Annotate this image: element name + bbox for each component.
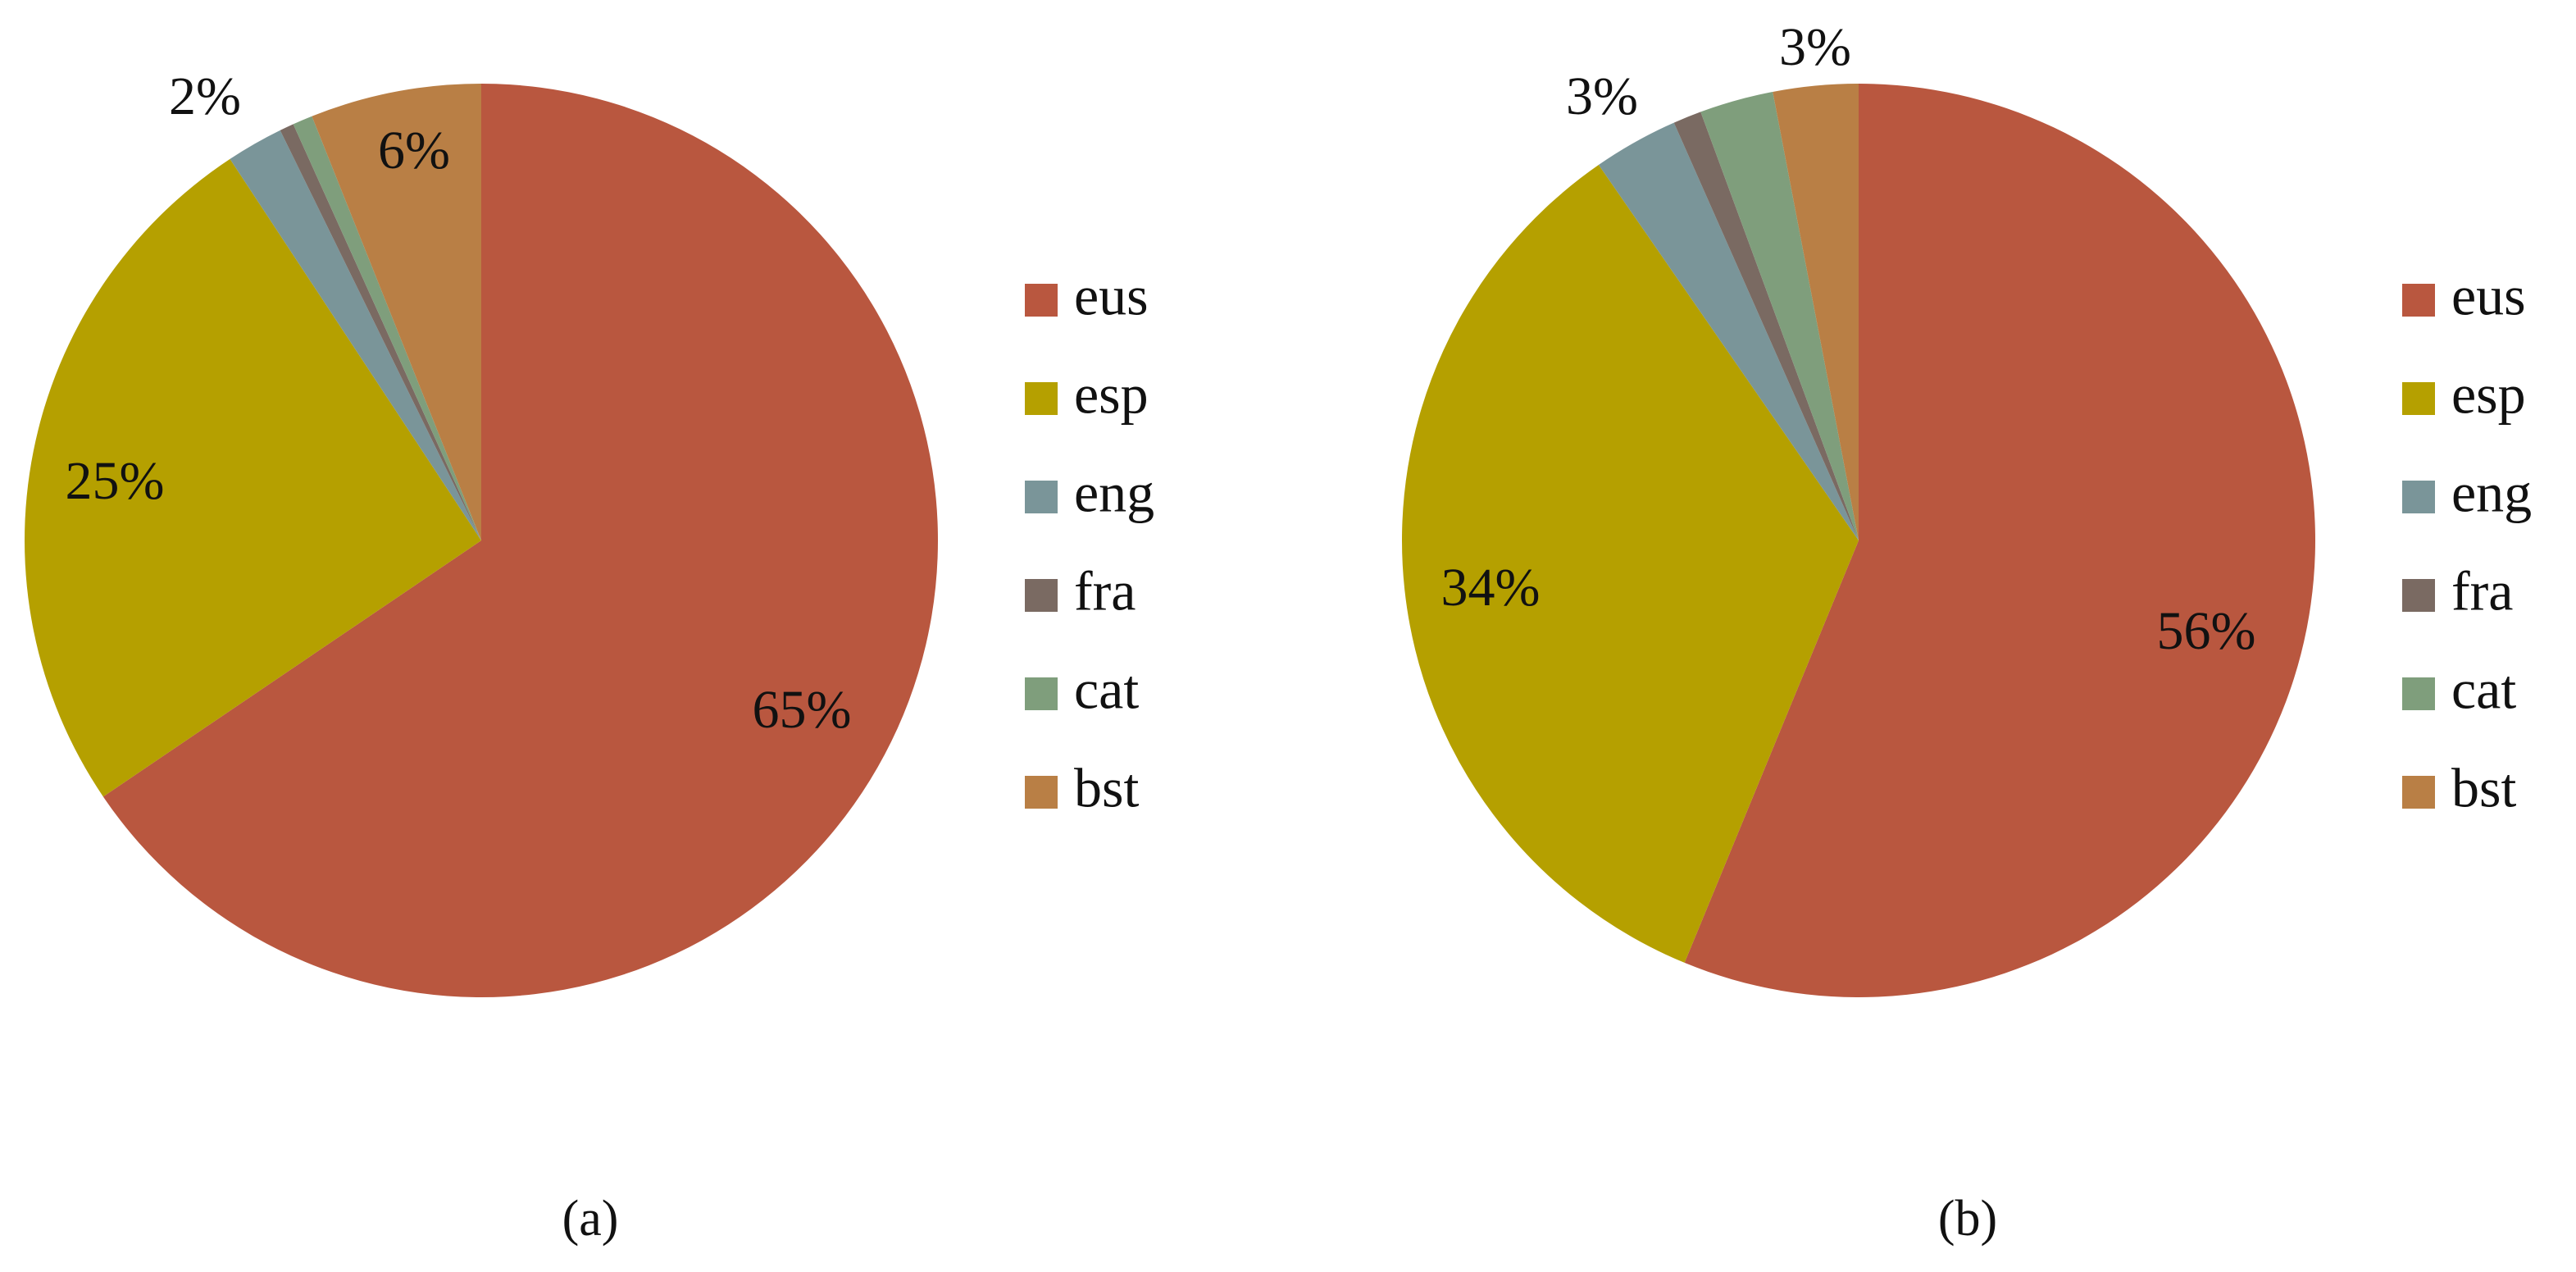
legend-swatch: [2402, 579, 2435, 612]
pie-slice: [1673, 112, 1859, 540]
legend-swatch: [2402, 284, 2435, 317]
legend-label: esp: [1074, 363, 1149, 426]
pie-slice: [25, 158, 482, 797]
legend-label: eus: [1074, 265, 1149, 327]
legend-swatch: [1025, 481, 1058, 513]
legend-label: esp: [2451, 363, 2526, 426]
legend-label: bst: [1074, 757, 1139, 819]
legend-swatch: [1025, 579, 1058, 612]
legend-label: eng: [2451, 462, 2532, 524]
data-label: 3%: [1779, 17, 1851, 77]
pie-slice: [102, 84, 938, 997]
legend-swatch: [1025, 284, 1058, 317]
pie-slice: [1684, 83, 2315, 997]
legend-label: eus: [2451, 265, 2526, 327]
caption: (b): [1938, 1191, 1997, 1247]
pie-slice: [1773, 84, 1859, 540]
legend-label: fra: [2451, 560, 2513, 622]
legend-label: cat: [2451, 659, 2516, 721]
legend-swatch: [1025, 382, 1058, 415]
pie-slice: [312, 84, 481, 540]
data-label: 3%: [1566, 66, 1638, 126]
caption: (a): [562, 1191, 619, 1247]
legend-swatch: [2402, 481, 2435, 513]
pie-slice: [293, 116, 481, 540]
data-label: 2%: [169, 66, 241, 126]
legend-swatch: [2402, 382, 2435, 415]
pie-slice: [1700, 91, 1859, 540]
legend-swatch: [2402, 776, 2435, 809]
data-label: 25%: [66, 451, 165, 511]
legend-label: bst: [2451, 757, 2516, 819]
pie-slice: [1402, 165, 1859, 963]
data-label: 56%: [2157, 601, 2256, 661]
legend-label: cat: [1074, 659, 1139, 721]
pie-slice: [230, 130, 481, 541]
legend-label: eng: [1074, 462, 1154, 524]
data-label: 65%: [753, 680, 852, 740]
legend-label: fra: [1074, 560, 1136, 622]
pie-slice: [1598, 122, 1859, 540]
legend-swatch: [1025, 776, 1058, 809]
legend-swatch: [1025, 677, 1058, 710]
data-label: 34%: [1441, 558, 1541, 618]
legend-swatch: [2402, 677, 2435, 710]
data-label: 6%: [378, 121, 450, 180]
pie-slice: [280, 124, 481, 540]
